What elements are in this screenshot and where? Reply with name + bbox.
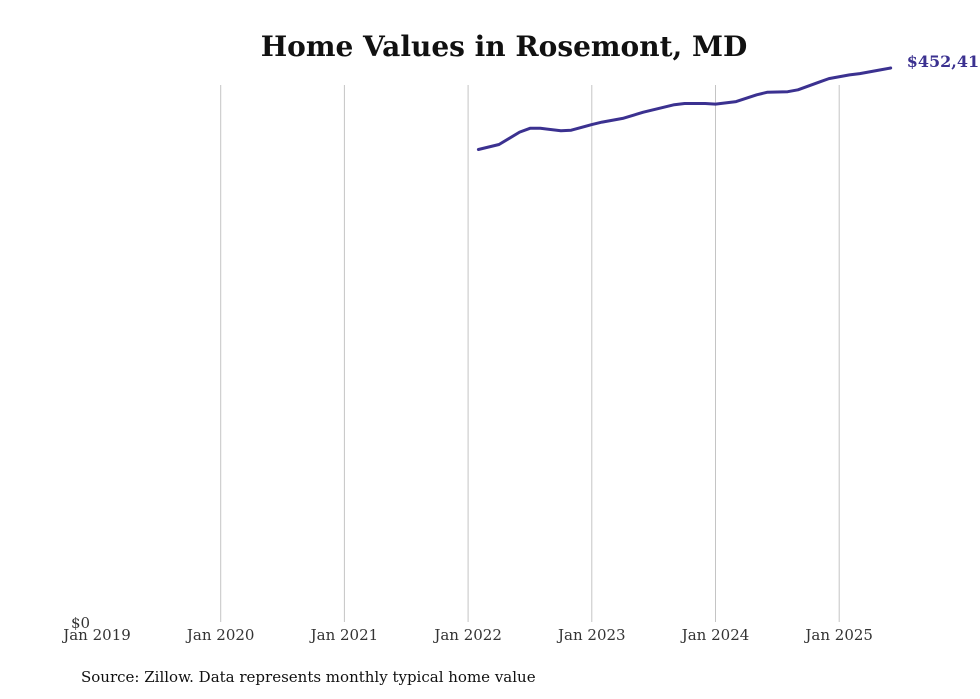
x-axis-ticks: Jan 2019 Jan 2020 Jan 2021 Jan 2022 Jan 2023… [61,626,873,644]
x-tick-label: Jan 2019 [61,626,131,644]
x-tick-label: Jan 2023 [556,626,626,644]
chart-title: Home Values in Rosemont, MD [260,30,748,63]
x-tick-label: Jan 2021 [309,626,379,644]
series-layer: $452,415 [476,52,980,151]
source-note: Source: Zillow. Data represents monthly … [81,668,536,686]
x-tick-label: Jan 2022 [432,626,502,644]
x-tick-label: Jan 2025 [803,626,873,644]
y-tick-label-zero: $0 [71,614,90,632]
end-value-label: $452,415 [907,52,980,71]
x-tick-label: Jan 2020 [185,626,255,644]
gridlines [220,85,840,622]
x-tick-label: Jan 2024 [680,626,750,644]
series-line [476,66,893,151]
